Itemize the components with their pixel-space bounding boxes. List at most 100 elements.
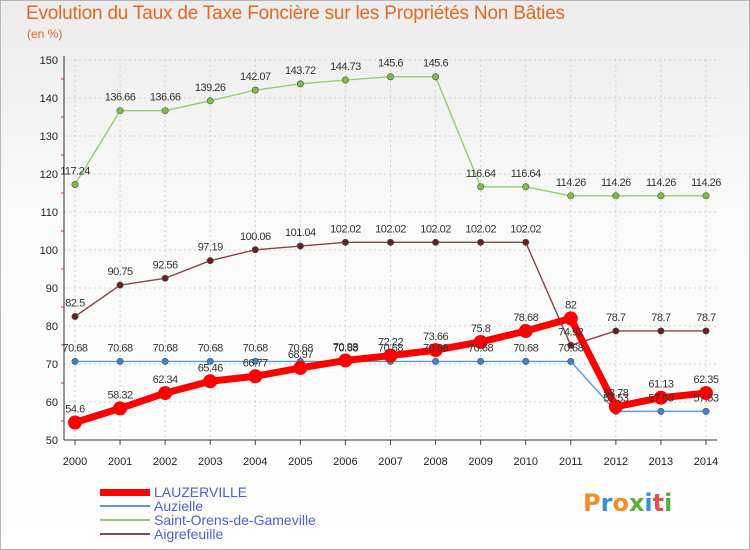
data-label-auzielle: 70.68 <box>243 342 268 354</box>
y-tick-label: 60 <box>46 397 58 409</box>
data-label-auzielle: 70.68 <box>108 342 133 354</box>
data-label-lauzerville: 65.46 <box>198 362 223 374</box>
data-label-auzielle: 70.68 <box>558 342 583 354</box>
series-lauzerville <box>68 311 713 430</box>
data-label-lauzerville: 78.68 <box>513 312 538 324</box>
data-label-saint-orens-de-gameville: 145.6 <box>423 58 448 70</box>
data-point-aigrefeuille <box>296 242 304 250</box>
data-point-lauzerville <box>699 386 713 401</box>
data-label-saint-orens-de-gameville: 145.6 <box>378 58 403 70</box>
data-label-saint-orens-de-gameville: 114.26 <box>601 177 631 189</box>
data-label-aigrefeuille: 82.5 <box>65 298 85 310</box>
data-label-saint-orens-de-gameville: 116.64 <box>511 168 541 180</box>
x-tick-label: 2009 <box>468 456 492 468</box>
data-point-aigrefeuille <box>116 281 124 289</box>
data-label-auzielle: 57.53 <box>603 392 628 404</box>
series-aigrefeuille <box>71 238 710 349</box>
data-point-saint-orens-de-gameville <box>522 183 530 191</box>
data-label-aigrefeuille: 78.7 <box>651 312 671 324</box>
logo-letter: r <box>600 489 613 517</box>
legend-label-lauzerville: LAUZERVILLE <box>154 484 248 500</box>
data-label-lauzerville: 54.6 <box>65 404 85 416</box>
data-label-aigrefeuille: 74.92 <box>558 326 583 338</box>
data-point-auzielle <box>251 357 259 365</box>
data-point-auzielle <box>206 357 214 365</box>
data-label-lauzerville: 62.35 <box>693 374 718 386</box>
data-label-aigrefeuille: 78.7 <box>696 312 716 324</box>
data-label-saint-orens-de-gameville: 142.07 <box>240 71 271 83</box>
legend-label-auzielle: Auzielle <box>154 498 204 514</box>
data-point-lauzerville <box>68 415 82 430</box>
legend-swatch-lauzerville <box>100 489 150 496</box>
data-label-auzielle: 70.68 <box>513 342 538 354</box>
data-point-lauzerville <box>653 390 668 405</box>
data-point-auzielle <box>657 407 665 415</box>
data-label-aigrefeuille: 102.02 <box>330 223 361 235</box>
y-tick-label: 90 <box>46 283 58 295</box>
logo-letter: i <box>644 489 653 517</box>
data-point-aigrefeuille <box>206 257 214 265</box>
data-label-saint-orens-de-gameville: 144.73 <box>330 61 361 73</box>
data-point-lauzerville <box>563 311 578 326</box>
data-point-auzielle <box>161 357 169 365</box>
y-tick-label: 120 <box>40 169 58 181</box>
x-tick-label: 2013 <box>649 456 673 468</box>
legend-swatch-saint-orens <box>100 519 150 521</box>
data-point-saint-orens-de-gameville <box>567 192 575 200</box>
data-label-lauzerville: 75.8 <box>471 323 491 335</box>
x-tick-label: 2006 <box>333 456 357 468</box>
data-point-aigrefeuille <box>161 274 169 282</box>
y-axis-unit: (en %) <box>27 27 63 41</box>
data-label-lauzerville: 70.93 <box>333 341 358 353</box>
data-label-auzielle: 57.53 <box>648 392 673 404</box>
data-label-aigrefeuille: 102.02 <box>510 223 541 235</box>
data-point-aigrefeuille <box>702 327 710 335</box>
x-tick-label: 2008 <box>423 456 447 468</box>
x-tick-label: 2011 <box>559 456 583 468</box>
data-label-auzielle: 70.68 <box>288 342 313 354</box>
data-point-aigrefeuille <box>251 246 259 254</box>
data-label-auzielle: 70.68 <box>153 342 178 354</box>
logo-letter: i <box>664 489 673 517</box>
data-label-saint-orens-de-gameville: 136.66 <box>150 92 181 104</box>
data-label-lauzerville: 73.66 <box>423 331 448 343</box>
data-label-aigrefeuille: 102.02 <box>465 223 496 235</box>
y-tick-label: 100 <box>40 245 58 257</box>
data-point-lauzerville <box>383 348 398 363</box>
legend-label-saint-orens: Saint-Orens-de-Gameville <box>154 512 316 528</box>
data-point-lauzerville <box>428 343 443 358</box>
data-label-lauzerville: 58.78 <box>603 388 628 400</box>
data-point-auzielle <box>71 357 79 365</box>
data-point-aigrefeuille <box>432 238 440 246</box>
x-tick-label: 2002 <box>153 456 177 468</box>
axes: 50 60 70 80 90 100 110 120 130 140 150 2000 2001 2002… <box>40 55 719 468</box>
data-point-aigrefeuille <box>657 327 665 335</box>
data-label-auzielle: 70.68 <box>468 342 493 354</box>
y-tick-label: 140 <box>40 93 58 105</box>
logo-letter: P <box>583 489 601 517</box>
x-tick-label: 2004 <box>243 456 267 468</box>
data-label-aigrefeuille: 102.02 <box>420 223 451 235</box>
data-point-saint-orens-de-gameville <box>612 192 620 200</box>
data-label-saint-orens-de-gameville: 116.64 <box>466 168 496 180</box>
data-label-auzielle: 70.68 <box>333 342 358 354</box>
x-tick-label: 2012 <box>604 456 628 468</box>
data-point-saint-orens-de-gameville <box>341 76 349 84</box>
data-label-aigrefeuille: 97.19 <box>198 242 223 254</box>
data-label-aigrefeuille: 102.02 <box>375 223 406 235</box>
series-line-aigrefeuille <box>74 241 706 347</box>
data-point-lauzerville <box>473 334 488 349</box>
data-label-auzielle: 70.68 <box>423 342 448 354</box>
logo-letter: o <box>612 489 629 517</box>
data-point-auzielle <box>567 357 575 365</box>
x-tick-label: 2007 <box>378 456 402 468</box>
data-point-aigrefeuille <box>386 238 394 246</box>
data-labels: 117.24 136.66 136.66 139.26 142.07 143.72 144.… <box>60 58 722 416</box>
data-label-auzielle: 57.53 <box>693 392 718 404</box>
data-point-auzielle <box>477 357 485 365</box>
data-point-saint-orens-de-gameville <box>116 107 124 115</box>
x-tick-label: 2010 <box>513 456 537 468</box>
data-point-auzielle <box>522 357 530 365</box>
data-label-saint-orens-de-gameville: 114.26 <box>556 177 586 189</box>
data-point-saint-orens-de-gameville <box>477 183 485 191</box>
